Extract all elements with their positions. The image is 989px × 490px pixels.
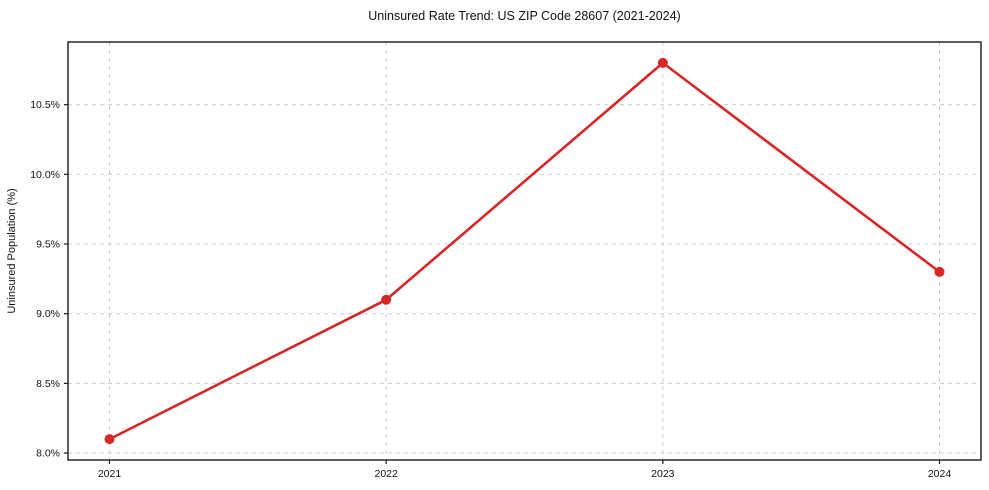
data-point-marker xyxy=(381,294,392,305)
data-point-marker xyxy=(104,434,115,445)
y-tick-label: 8.0% xyxy=(36,448,60,460)
chart-title: Uninsured Rate Trend: US ZIP Code 28607 … xyxy=(368,9,680,23)
plot-frame xyxy=(67,41,982,461)
trend-line xyxy=(108,61,941,441)
axis-tick-labels: 8.0% 8.5% 9.0% 9.5% 10.0% 10.5% 2021 2022 2023 20… xyxy=(30,99,951,480)
data-series xyxy=(104,57,945,445)
gridlines xyxy=(68,42,981,460)
x-tick-label: 2021 xyxy=(98,468,122,480)
axis-ticks xyxy=(64,104,941,464)
y-tick-label: 9.5% xyxy=(36,239,60,251)
y-tick-label: 10.0% xyxy=(30,169,60,181)
x-tick-label: 2022 xyxy=(374,468,398,480)
data-point-marker xyxy=(657,57,668,68)
y-tick-label: 8.5% xyxy=(36,378,60,390)
y-axis-label: Uninsured Population (%) xyxy=(6,188,18,313)
x-tick-label: 2023 xyxy=(651,468,675,480)
y-tick-label: 10.5% xyxy=(30,99,60,111)
y-tick-label: 9.0% xyxy=(36,308,60,320)
x-tick-label: 2024 xyxy=(928,468,952,480)
data-point-marker xyxy=(934,266,945,277)
